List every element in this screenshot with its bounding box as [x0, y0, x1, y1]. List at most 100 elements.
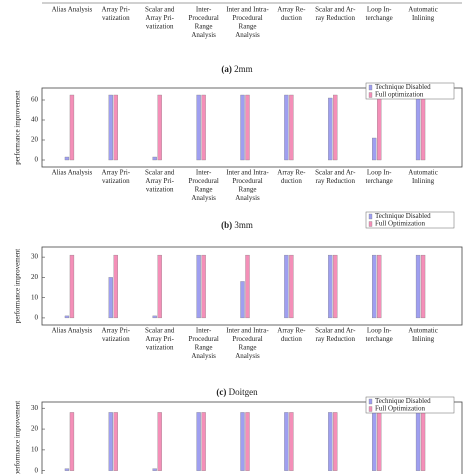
x-tick-label: Array Pri-: [145, 14, 174, 22]
bar: [245, 94, 250, 161]
legend-label: Full optimization: [375, 91, 424, 99]
x-tick-label: Inter and Intra-: [226, 327, 269, 335]
x-tick-label: Procedural: [232, 14, 262, 22]
x-tick-label: duction: [281, 177, 302, 185]
bar: [196, 94, 201, 161]
x-tick-label: Range: [239, 186, 257, 194]
bar: [152, 156, 157, 161]
x-tick-label: Analysis: [191, 194, 216, 202]
x-tick-label: Range: [195, 186, 213, 194]
x-tick-label: Procedural: [188, 335, 218, 343]
x-tick-label: Scalar and Ar-: [315, 6, 356, 14]
x-tick-label: vatization: [146, 23, 174, 31]
y-tick-label: 60: [31, 96, 39, 104]
legend-swatch: [368, 92, 373, 98]
x-tick-label: terchange: [366, 335, 393, 343]
x-tick-label: Inlining: [412, 335, 435, 343]
bar: [201, 412, 206, 471]
bar: [64, 156, 70, 161]
x-tick-label: Alias Analysis: [52, 327, 93, 335]
x-tick-label: terchange: [366, 14, 393, 22]
x-tick-label: Array Pri-: [145, 177, 174, 185]
x-tick-label: Inter-: [196, 6, 212, 14]
plot-frame: [41, 87, 463, 168]
plot-frame: [41, 401, 463, 474]
caption: (a) 2mm: [221, 64, 252, 74]
bar: [289, 412, 294, 471]
bar: [333, 254, 338, 319]
bar: [157, 412, 162, 471]
y-tick-label: 20: [31, 136, 39, 144]
legend-swatch: [368, 398, 373, 405]
bar: [333, 412, 338, 471]
bar: [196, 254, 201, 319]
legend-label: Full Optimization: [375, 405, 425, 413]
bar: [240, 94, 245, 161]
y-tick-label: 40: [31, 116, 39, 124]
legend-box: [365, 211, 455, 229]
bar: [69, 94, 75, 161]
y-axis-label: performance improvement: [14, 90, 22, 164]
bar: [201, 254, 206, 319]
caption: (c) Doitgen: [216, 387, 258, 397]
legend-swatch: [368, 406, 373, 412]
bar: [328, 254, 333, 319]
x-tick-label: Inlining: [412, 177, 435, 185]
x-tick-label: Procedural: [232, 177, 262, 185]
caption-label: (b): [221, 220, 232, 230]
x-tick-label: vatization: [102, 177, 130, 185]
caption: (b) 3mm: [221, 220, 253, 230]
caption-label: (c): [216, 387, 226, 397]
x-tick-label: vatization: [146, 186, 174, 194]
x-tick-label: Scalar and: [145, 169, 175, 177]
legend-swatch: [368, 84, 373, 91]
x-tick-label: Scalar and Ar-: [315, 327, 356, 335]
bar: [113, 412, 118, 471]
bar: [377, 94, 382, 161]
x-tick-label: ray Reduction: [316, 177, 356, 185]
legend-label: Technique Disabled: [375, 212, 431, 220]
x-tick-label: Array Pri-: [102, 6, 131, 14]
bar: [152, 315, 157, 319]
bar: [152, 468, 157, 471]
x-tick-label: terchange: [366, 177, 393, 185]
bar: [64, 468, 70, 471]
bar: [289, 94, 294, 161]
bar: [328, 97, 333, 161]
bar: [333, 94, 338, 161]
legend-box: [365, 82, 455, 100]
x-tick-label: Alias Analysis: [52, 169, 93, 177]
y-tick-label: 20: [31, 425, 39, 433]
bar: [415, 412, 421, 471]
y-tick-label: 0: [35, 314, 39, 322]
y-tick-label: 30: [31, 253, 39, 261]
bar: [157, 254, 162, 319]
x-tick-label: vatization: [102, 14, 130, 22]
bar: [377, 412, 382, 471]
bar: [108, 94, 113, 161]
x-tick-label: Range: [239, 344, 257, 352]
bar: [420, 412, 426, 471]
x-tick-label: Loop In-: [367, 327, 392, 335]
caption-text: 3mm: [234, 220, 253, 230]
x-tick-label: duction: [281, 335, 302, 343]
x-tick-label: Analysis: [235, 194, 260, 202]
x-tick-label: vatization: [146, 344, 174, 352]
x-tick-label: Scalar and: [145, 6, 175, 14]
x-tick-label: Loop In-: [367, 6, 392, 14]
x-tick-label: Procedural: [188, 177, 218, 185]
bar: [64, 315, 70, 319]
caption-label: (a): [221, 64, 232, 74]
x-tick-label: Alias Analysis: [52, 6, 93, 14]
bar: [69, 412, 75, 471]
x-tick-label: duction: [281, 14, 302, 22]
bar: [245, 412, 250, 471]
x-tick-label: Inter and Intra-: [226, 169, 269, 177]
y-tick-label: 0: [35, 466, 39, 474]
bar: [415, 94, 421, 161]
bar: [157, 94, 162, 161]
bar: [377, 254, 382, 319]
bar: [420, 94, 426, 161]
x-tick-label: Array Re-: [277, 6, 306, 14]
x-tick-label: Inter and Intra-: [226, 6, 269, 14]
